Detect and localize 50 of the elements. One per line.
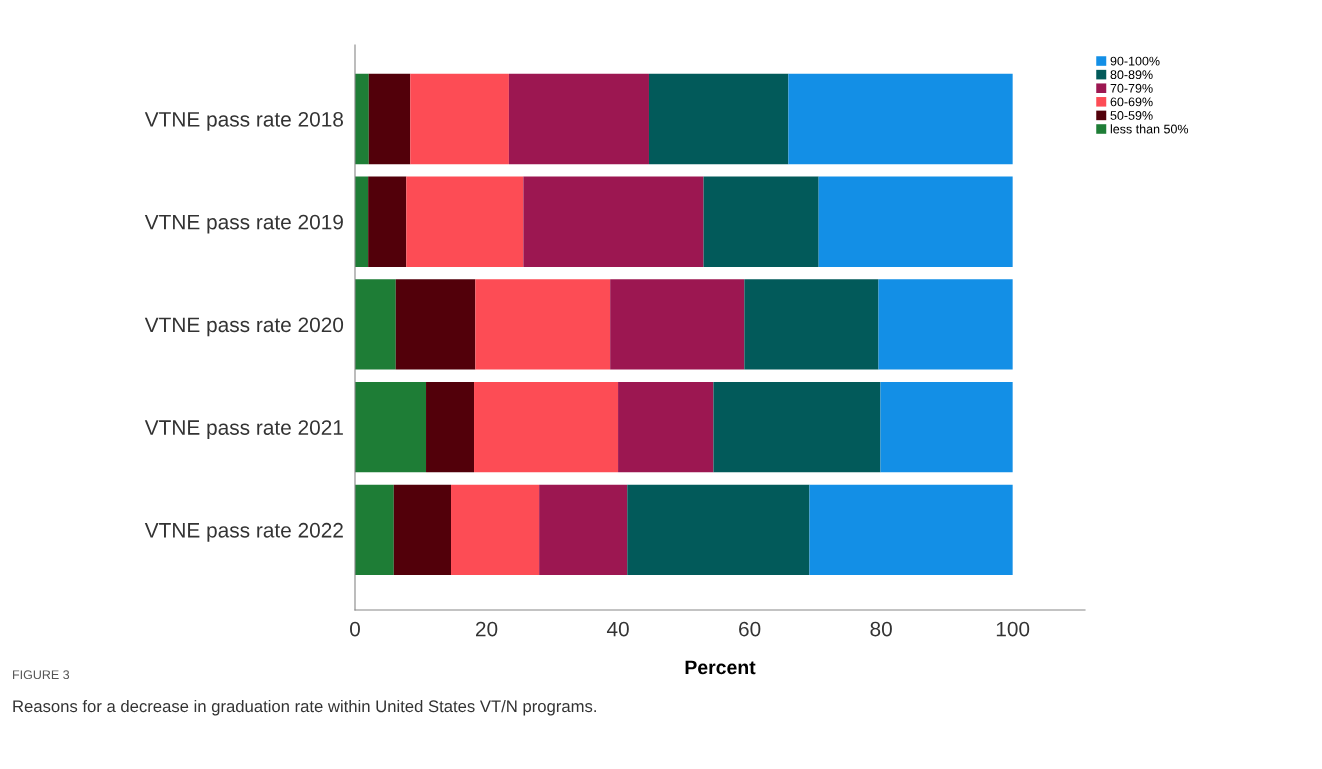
y-tick-label: VTNE pass rate 2020 bbox=[144, 317, 344, 337]
bar bbox=[703, 176, 819, 267]
bar bbox=[406, 176, 524, 267]
bar bbox=[648, 73, 789, 165]
legend-label: 80-89% bbox=[1110, 70, 1153, 80]
x-tick-label: 100 bbox=[996, 621, 1030, 637]
x-tick-label: 40 bbox=[606, 621, 629, 637]
y-tick-label: VTNE pass rate 2019 bbox=[144, 214, 343, 234]
bar bbox=[355, 176, 369, 267]
bar bbox=[744, 279, 879, 370]
legend-label: 70-79% bbox=[1110, 83, 1153, 93]
y-tick-label: VTNE pass rate 2021 bbox=[144, 420, 343, 440]
legend-label: 90-100% bbox=[1110, 56, 1160, 66]
bar bbox=[426, 381, 475, 473]
bar bbox=[475, 279, 611, 370]
legend-label: 60-69% bbox=[1110, 97, 1153, 107]
bar bbox=[878, 279, 1013, 370]
bar bbox=[355, 484, 394, 576]
y-tick-label: VTNE pass rate 2022 bbox=[144, 522, 343, 542]
bar bbox=[410, 73, 509, 165]
bar bbox=[474, 381, 619, 473]
bar bbox=[368, 176, 407, 267]
bar bbox=[355, 73, 369, 165]
y-tick-label: VTNE pass rate 2018 bbox=[144, 111, 343, 131]
text: Reasons for a decrease in graduation rate within United States VT/N programs. bbox=[13, 699, 596, 716]
legend-label: 50-59% bbox=[1110, 111, 1153, 120]
bar bbox=[523, 176, 704, 267]
x-tick-label: 80 bbox=[870, 621, 892, 637]
bar bbox=[539, 484, 628, 576]
x-axis-title: Percent bbox=[685, 660, 756, 675]
bar bbox=[508, 73, 649, 165]
bar bbox=[618, 381, 714, 473]
x-tick-label: 20 bbox=[475, 621, 498, 637]
bar bbox=[393, 484, 452, 576]
bar bbox=[355, 381, 427, 473]
bar bbox=[627, 484, 810, 576]
bar bbox=[355, 279, 396, 370]
bar bbox=[788, 73, 1013, 165]
bar bbox=[451, 484, 540, 576]
x-tick-label: 60 bbox=[739, 621, 761, 637]
bar bbox=[610, 279, 745, 370]
bar bbox=[818, 176, 1013, 267]
x-tick-label: 0 bbox=[350, 621, 360, 637]
bar bbox=[809, 484, 1013, 576]
legend-label: less than 50% bbox=[1110, 124, 1189, 134]
bar bbox=[713, 381, 881, 473]
caption: FIGURE 3 bbox=[13, 670, 70, 680]
bar bbox=[395, 279, 476, 370]
bar bbox=[880, 381, 1013, 473]
bar bbox=[368, 73, 411, 165]
